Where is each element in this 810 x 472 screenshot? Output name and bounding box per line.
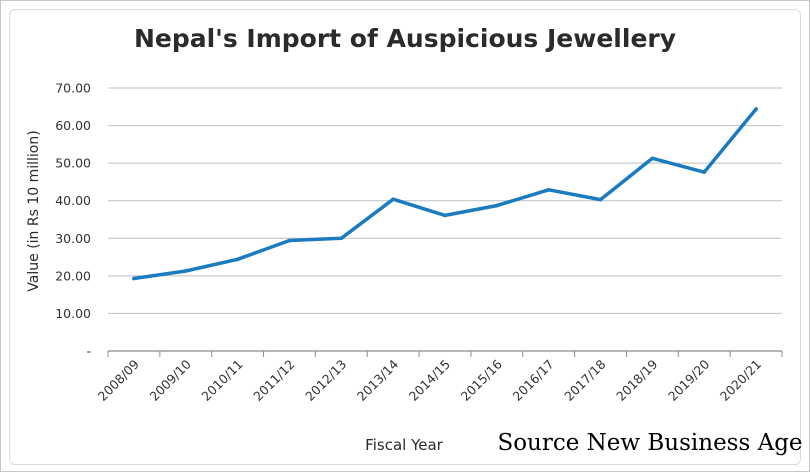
x-tick-label: 2012/13 — [302, 357, 349, 404]
x-tick-label: 2020/21 — [717, 357, 764, 404]
x-tick-label: 2019/20 — [665, 356, 712, 403]
y-tick-label: 40.00 — [55, 193, 91, 208]
data-point — [702, 170, 707, 174]
x-axis-label: Fiscal Year — [365, 436, 443, 454]
data-point — [754, 107, 758, 111]
x-tick-label: 2013/14 — [354, 356, 401, 403]
data-point — [287, 238, 292, 243]
y-tick-labels: - 10.00 20.00 30.00 40.00 50.00 60.00 70.00 — [55, 81, 91, 359]
y-tick-label: 70.00 — [55, 81, 91, 96]
data-point — [391, 197, 395, 202]
data-point — [650, 156, 655, 161]
data-point — [443, 213, 447, 218]
data-point — [235, 257, 240, 262]
data-point — [132, 276, 136, 281]
data-point — [546, 188, 551, 192]
chart-title: Nepal's Import of Auspicious Jewellery — [134, 24, 676, 53]
series-line — [132, 107, 758, 281]
x-tick-label: 2008/09 — [95, 356, 142, 403]
x-tick-label: 2010/11 — [198, 357, 245, 404]
source-note: Source New Business Age — [497, 430, 802, 456]
x-tick-label: 2016/17 — [509, 357, 556, 404]
x-tick-label: 2014/15 — [406, 357, 453, 404]
series — [132, 107, 758, 281]
chart-panel — [9, 9, 801, 465]
x-tick-label: 2009/10 — [147, 356, 194, 403]
y-tick-label: 10.00 — [55, 306, 91, 321]
x-tick-labels: 2008/09 2009/10 2010/11 2011/12 2012/13 2013/… — [95, 351, 783, 404]
x-tick-label: 2011/12 — [250, 357, 297, 404]
y-tick-label: 30.00 — [55, 231, 91, 246]
y-tick-label: - — [86, 344, 91, 359]
y-tick-label: 50.00 — [55, 156, 91, 171]
y-axis-label: Value (in Rs 10 million) — [26, 130, 42, 291]
x-tick-label: 2015/16 — [458, 356, 505, 403]
y-tick-label: 20.00 — [55, 268, 91, 283]
gridlines — [108, 87, 782, 352]
data-point — [339, 236, 344, 241]
y-tick-label: 60.00 — [55, 118, 91, 133]
x-tick-label: 2018/19 — [613, 356, 660, 403]
data-point — [495, 203, 499, 208]
data-point — [183, 269, 188, 273]
data-point — [598, 197, 603, 202]
x-tick-label: 2017/18 — [561, 356, 608, 403]
